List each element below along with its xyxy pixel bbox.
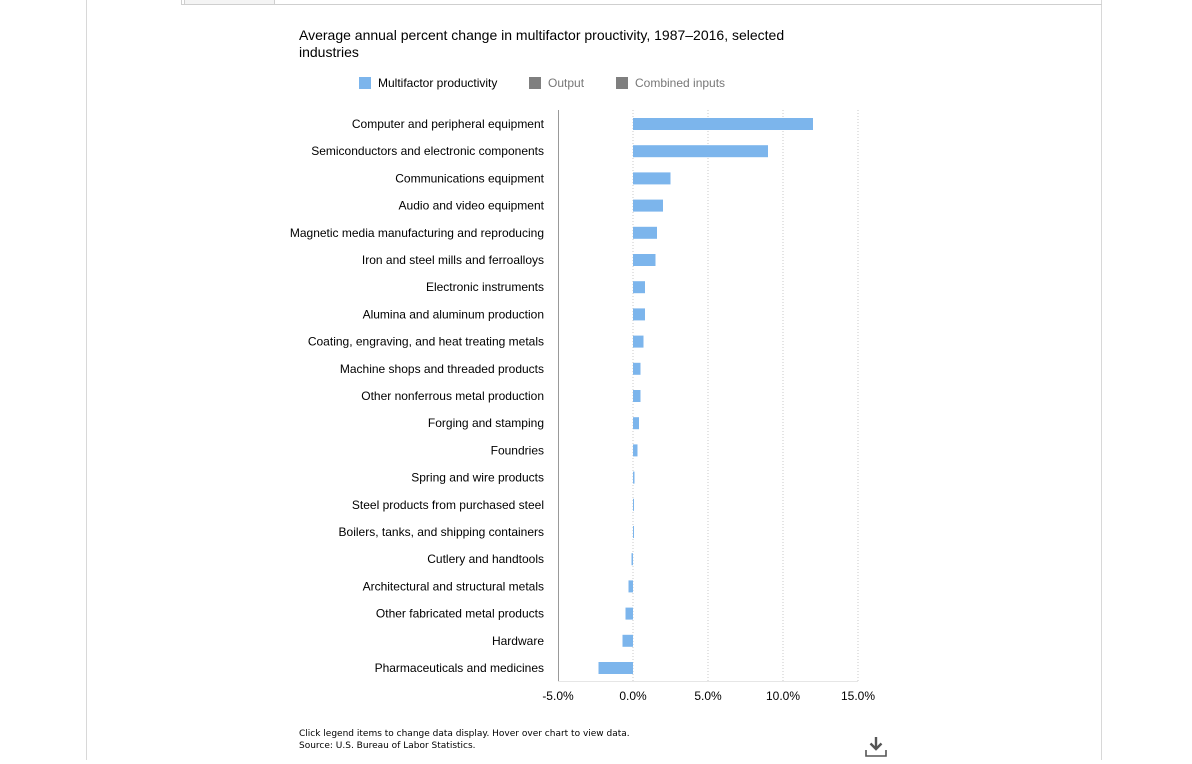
bar[interactable] bbox=[633, 281, 645, 294]
category-label: Magnetic media manufacturing and reprodu… bbox=[290, 226, 544, 240]
legend-item-combined-inputs[interactable]: Combined inputs bbox=[616, 76, 725, 90]
category-label: Steel products from purchased steel bbox=[352, 498, 544, 512]
bar[interactable] bbox=[633, 526, 634, 538]
bar[interactable] bbox=[598, 662, 634, 674]
category-label: Communications equipment bbox=[395, 171, 544, 185]
category-label: Audio and video equipment bbox=[399, 199, 545, 213]
chart-footnote: Click legend items to change data displa… bbox=[299, 729, 630, 752]
panel-border-left bbox=[181, 0, 182, 5]
bar[interactable] bbox=[631, 553, 634, 566]
bar[interactable] bbox=[628, 580, 634, 593]
panel-border-top bbox=[181, 4, 1102, 5]
x-tick-label: 0.0% bbox=[619, 689, 647, 703]
bar[interactable] bbox=[633, 118, 813, 130]
footnote-instructions: Click legend items to change data displa… bbox=[299, 729, 630, 739]
bar[interactable] bbox=[633, 390, 641, 402]
bar[interactable] bbox=[622, 634, 634, 647]
category-label: Other fabricated metal products bbox=[376, 607, 544, 621]
category-label: Coating, engraving, and heat treating me… bbox=[308, 335, 544, 349]
legend-item-multifactor-productivity[interactable]: Multifactor productivity bbox=[359, 76, 497, 90]
x-tick-label: 10.0% bbox=[766, 689, 800, 703]
category-label: Hardware bbox=[492, 634, 544, 648]
category-label: Forging and stamping bbox=[428, 416, 544, 430]
download-icon[interactable] bbox=[864, 735, 888, 759]
bar[interactable] bbox=[633, 417, 639, 430]
category-label: Computer and peripheral equipment bbox=[352, 117, 545, 131]
x-tick-label: -5.0% bbox=[542, 689, 574, 703]
x-tick-label: 5.0% bbox=[694, 689, 722, 703]
legend-label: Output bbox=[548, 76, 585, 90]
x-tick-label: 15.0% bbox=[841, 689, 875, 703]
bar[interactable] bbox=[633, 444, 638, 457]
bar[interactable] bbox=[625, 607, 634, 620]
category-label: Pharmaceuticals and medicines bbox=[375, 661, 544, 675]
category-label: Machine shops and threaded products bbox=[340, 362, 544, 376]
category-label: Architectural and structural metals bbox=[363, 579, 544, 593]
category-label: Cutlery and handtools bbox=[427, 552, 544, 566]
legend-swatch-inputs bbox=[616, 77, 628, 89]
bar[interactable] bbox=[633, 498, 634, 511]
tab-chart[interactable] bbox=[184, 0, 275, 4]
category-label: Iron and steel mills and ferroalloys bbox=[362, 253, 544, 267]
bar[interactable] bbox=[633, 335, 644, 348]
chart-title: Average annual percent change in multifa… bbox=[299, 27, 785, 60]
footnote-source: Source: U.S. Bureau of Labor Statistics. bbox=[299, 740, 476, 751]
bar[interactable] bbox=[633, 308, 645, 321]
page-border-left bbox=[86, 0, 87, 760]
category-label: Spring and wire products bbox=[411, 471, 544, 485]
category-label: Semiconductors and electronic components bbox=[311, 144, 544, 158]
bar[interactable] bbox=[633, 145, 768, 158]
legend-swatch-mfp bbox=[359, 77, 371, 89]
bar[interactable] bbox=[633, 226, 657, 239]
category-label: Electronic instruments bbox=[426, 280, 544, 294]
legend-label: Combined inputs bbox=[635, 76, 726, 90]
bar[interactable] bbox=[633, 362, 641, 375]
legend-item-output[interactable]: Output bbox=[529, 76, 584, 90]
legend-swatch-output bbox=[529, 77, 541, 89]
category-label: Other nonferrous metal production bbox=[361, 389, 544, 403]
bar[interactable] bbox=[633, 172, 671, 185]
category-label: Alumina and aluminum production bbox=[363, 307, 544, 321]
legend-label: Multifactor productivity bbox=[378, 76, 498, 90]
bar[interactable] bbox=[633, 199, 663, 212]
bar[interactable] bbox=[633, 254, 656, 266]
category-label: Boilers, tanks, and shipping containers bbox=[339, 525, 544, 539]
page-border-right bbox=[1101, 0, 1102, 760]
bar[interactable] bbox=[633, 471, 635, 484]
category-label: Foundries bbox=[491, 443, 544, 457]
